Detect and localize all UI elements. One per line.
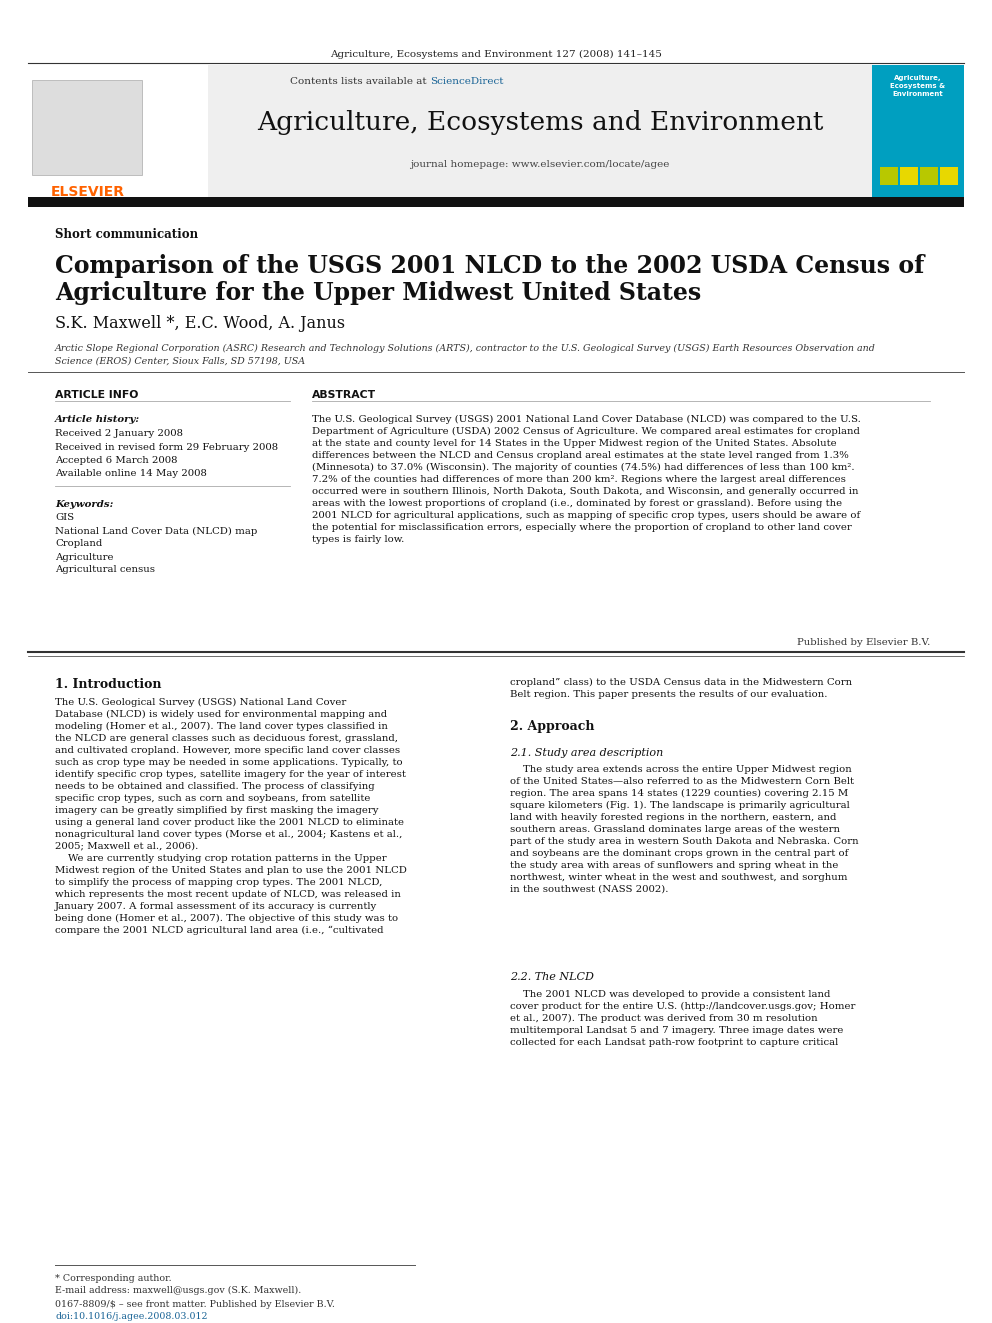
Text: journal homepage: www.elsevier.com/locate/agee: journal homepage: www.elsevier.com/locat…: [411, 160, 670, 169]
Text: Received 2 January 2008: Received 2 January 2008: [55, 429, 183, 438]
Text: Arctic Slope Regional Corporation (ASRC) Research and Technology Solutions (ARTS: Arctic Slope Regional Corporation (ASRC)…: [55, 344, 876, 365]
Text: Published by Elsevier B.V.: Published by Elsevier B.V.: [797, 638, 930, 647]
Text: Keywords:: Keywords:: [55, 500, 113, 509]
Text: Environment: Environment: [893, 91, 943, 97]
Text: S.K. Maxwell *, E.C. Wood, A. Janus: S.K. Maxwell *, E.C. Wood, A. Janus: [55, 315, 345, 332]
Text: ARTICLE INFO: ARTICLE INFO: [55, 390, 138, 400]
Text: GIS: GIS: [55, 513, 74, 523]
Text: Agriculture for the Upper Midwest United States: Agriculture for the Upper Midwest United…: [55, 280, 701, 306]
Text: Article history:: Article history:: [55, 415, 140, 423]
Text: Available online 14 May 2008: Available online 14 May 2008: [55, 470, 207, 479]
FancyBboxPatch shape: [28, 197, 964, 206]
Text: Agriculture, Ecosystems and Environment: Agriculture, Ecosystems and Environment: [257, 110, 823, 135]
FancyBboxPatch shape: [28, 65, 208, 197]
Text: Comparison of the USGS 2001 NLCD to the 2002 USDA Census of: Comparison of the USGS 2001 NLCD to the …: [55, 254, 925, 278]
FancyBboxPatch shape: [880, 167, 898, 185]
FancyBboxPatch shape: [208, 65, 872, 197]
Text: The study area extends across the entire Upper Midwest region
of the United Stat: The study area extends across the entire…: [510, 765, 859, 894]
FancyBboxPatch shape: [900, 167, 918, 185]
Text: ScienceDirect: ScienceDirect: [430, 77, 504, 86]
Text: 2.1. Study area description: 2.1. Study area description: [510, 747, 664, 758]
Text: E-mail address: maxwell@usgs.gov (S.K. Maxwell).: E-mail address: maxwell@usgs.gov (S.K. M…: [55, 1286, 302, 1295]
Text: ELSEVIER: ELSEVIER: [51, 185, 125, 198]
FancyBboxPatch shape: [32, 79, 142, 175]
Text: The U.S. Geological Survey (USGS) 2001 National Land Cover Database (NLCD) was c: The U.S. Geological Survey (USGS) 2001 N…: [312, 415, 861, 544]
Text: The U.S. Geological Survey (USGS) National Land Cover
Database (NLCD) is widely : The U.S. Geological Survey (USGS) Nation…: [55, 699, 407, 935]
Text: * Corresponding author.: * Corresponding author.: [55, 1274, 172, 1283]
Text: Agriculture: Agriculture: [55, 553, 113, 561]
Text: 1. Introduction: 1. Introduction: [55, 677, 162, 691]
FancyBboxPatch shape: [872, 65, 964, 197]
Text: Accepted 6 March 2008: Accepted 6 March 2008: [55, 456, 178, 464]
Text: 2. Approach: 2. Approach: [510, 720, 594, 733]
Text: National Land Cover Data (NLCD) map: National Land Cover Data (NLCD) map: [55, 527, 257, 536]
Text: Received in revised form 29 February 2008: Received in revised form 29 February 200…: [55, 442, 278, 451]
Text: 0167-8809/$ – see front matter. Published by Elsevier B.V.: 0167-8809/$ – see front matter. Publishe…: [55, 1301, 335, 1308]
Text: Cropland: Cropland: [55, 540, 102, 549]
FancyBboxPatch shape: [920, 167, 938, 185]
Text: cropland” class) to the USDA Census data in the Midwestern Corn
Belt region. Thi: cropland” class) to the USDA Census data…: [510, 677, 852, 699]
Text: Contents lists available at: Contents lists available at: [290, 77, 430, 86]
FancyBboxPatch shape: [940, 167, 958, 185]
Text: 2.2. The NLCD: 2.2. The NLCD: [510, 972, 594, 982]
Text: Ecosystems &: Ecosystems &: [891, 83, 945, 89]
Text: ABSTRACT: ABSTRACT: [312, 390, 376, 400]
Text: doi:10.1016/j.agee.2008.03.012: doi:10.1016/j.agee.2008.03.012: [55, 1312, 207, 1320]
Text: The 2001 NLCD was developed to provide a consistent land
cover product for the e: The 2001 NLCD was developed to provide a…: [510, 990, 855, 1046]
Text: Agricultural census: Agricultural census: [55, 565, 155, 574]
Text: Agriculture,: Agriculture,: [894, 75, 941, 81]
Text: Agriculture, Ecosystems and Environment 127 (2008) 141–145: Agriculture, Ecosystems and Environment …: [330, 50, 662, 60]
Text: Short communication: Short communication: [55, 228, 198, 241]
